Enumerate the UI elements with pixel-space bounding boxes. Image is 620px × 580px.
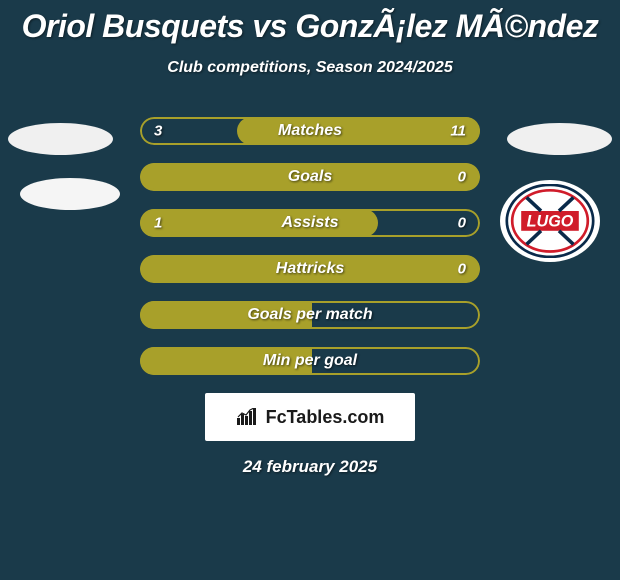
stat-bar: 1 0 Assists [140,209,480,237]
stat-value-left: 3 [154,123,162,140]
branding-text: FcTables.com [266,407,385,428]
stat-row: 0 Hattricks [0,255,620,283]
stat-value-right: 0 [458,261,466,278]
stat-bar: 3 11 Matches [140,117,480,145]
stat-bar: 0 Hattricks [140,255,480,283]
stat-bar: Min per goal [140,347,480,375]
bars-icon [236,408,260,426]
date-text: 24 february 2025 [0,457,620,477]
stat-value-right: 0 [458,169,466,186]
page-title: Oriol Busquets vs GonzÃ¡lez MÃ©ndez [0,0,620,45]
stat-label: Min per goal [263,352,357,370]
stat-value-left: 1 [154,215,162,232]
stat-bar: Goals per match [140,301,480,329]
subtitle: Club competitions, Season 2024/2025 [0,59,620,77]
stats-container: 3 11 Matches 0 Goals 1 0 Assists 0 Hattricks Goals… [0,117,620,375]
stat-row: 1 0 Assists [0,209,620,237]
stat-label: Hattricks [276,260,344,278]
stat-row: Min per goal [0,347,620,375]
stat-label: Goals per match [247,306,372,324]
stat-bar-right-fill [310,163,480,191]
stat-row: 3 11 Matches [0,117,620,145]
stat-bar-left-fill [140,163,310,191]
stat-label: Goals [288,168,332,186]
stat-value-right: 11 [450,123,466,140]
stat-row: Goals per match [0,301,620,329]
stat-row: 0 Goals [0,163,620,191]
stat-label: Matches [278,122,342,140]
stat-bar: 0 Goals [140,163,480,191]
stat-label: Assists [282,214,339,232]
branding-badge: FcTables.com [205,393,415,441]
stat-value-right: 0 [458,215,466,232]
